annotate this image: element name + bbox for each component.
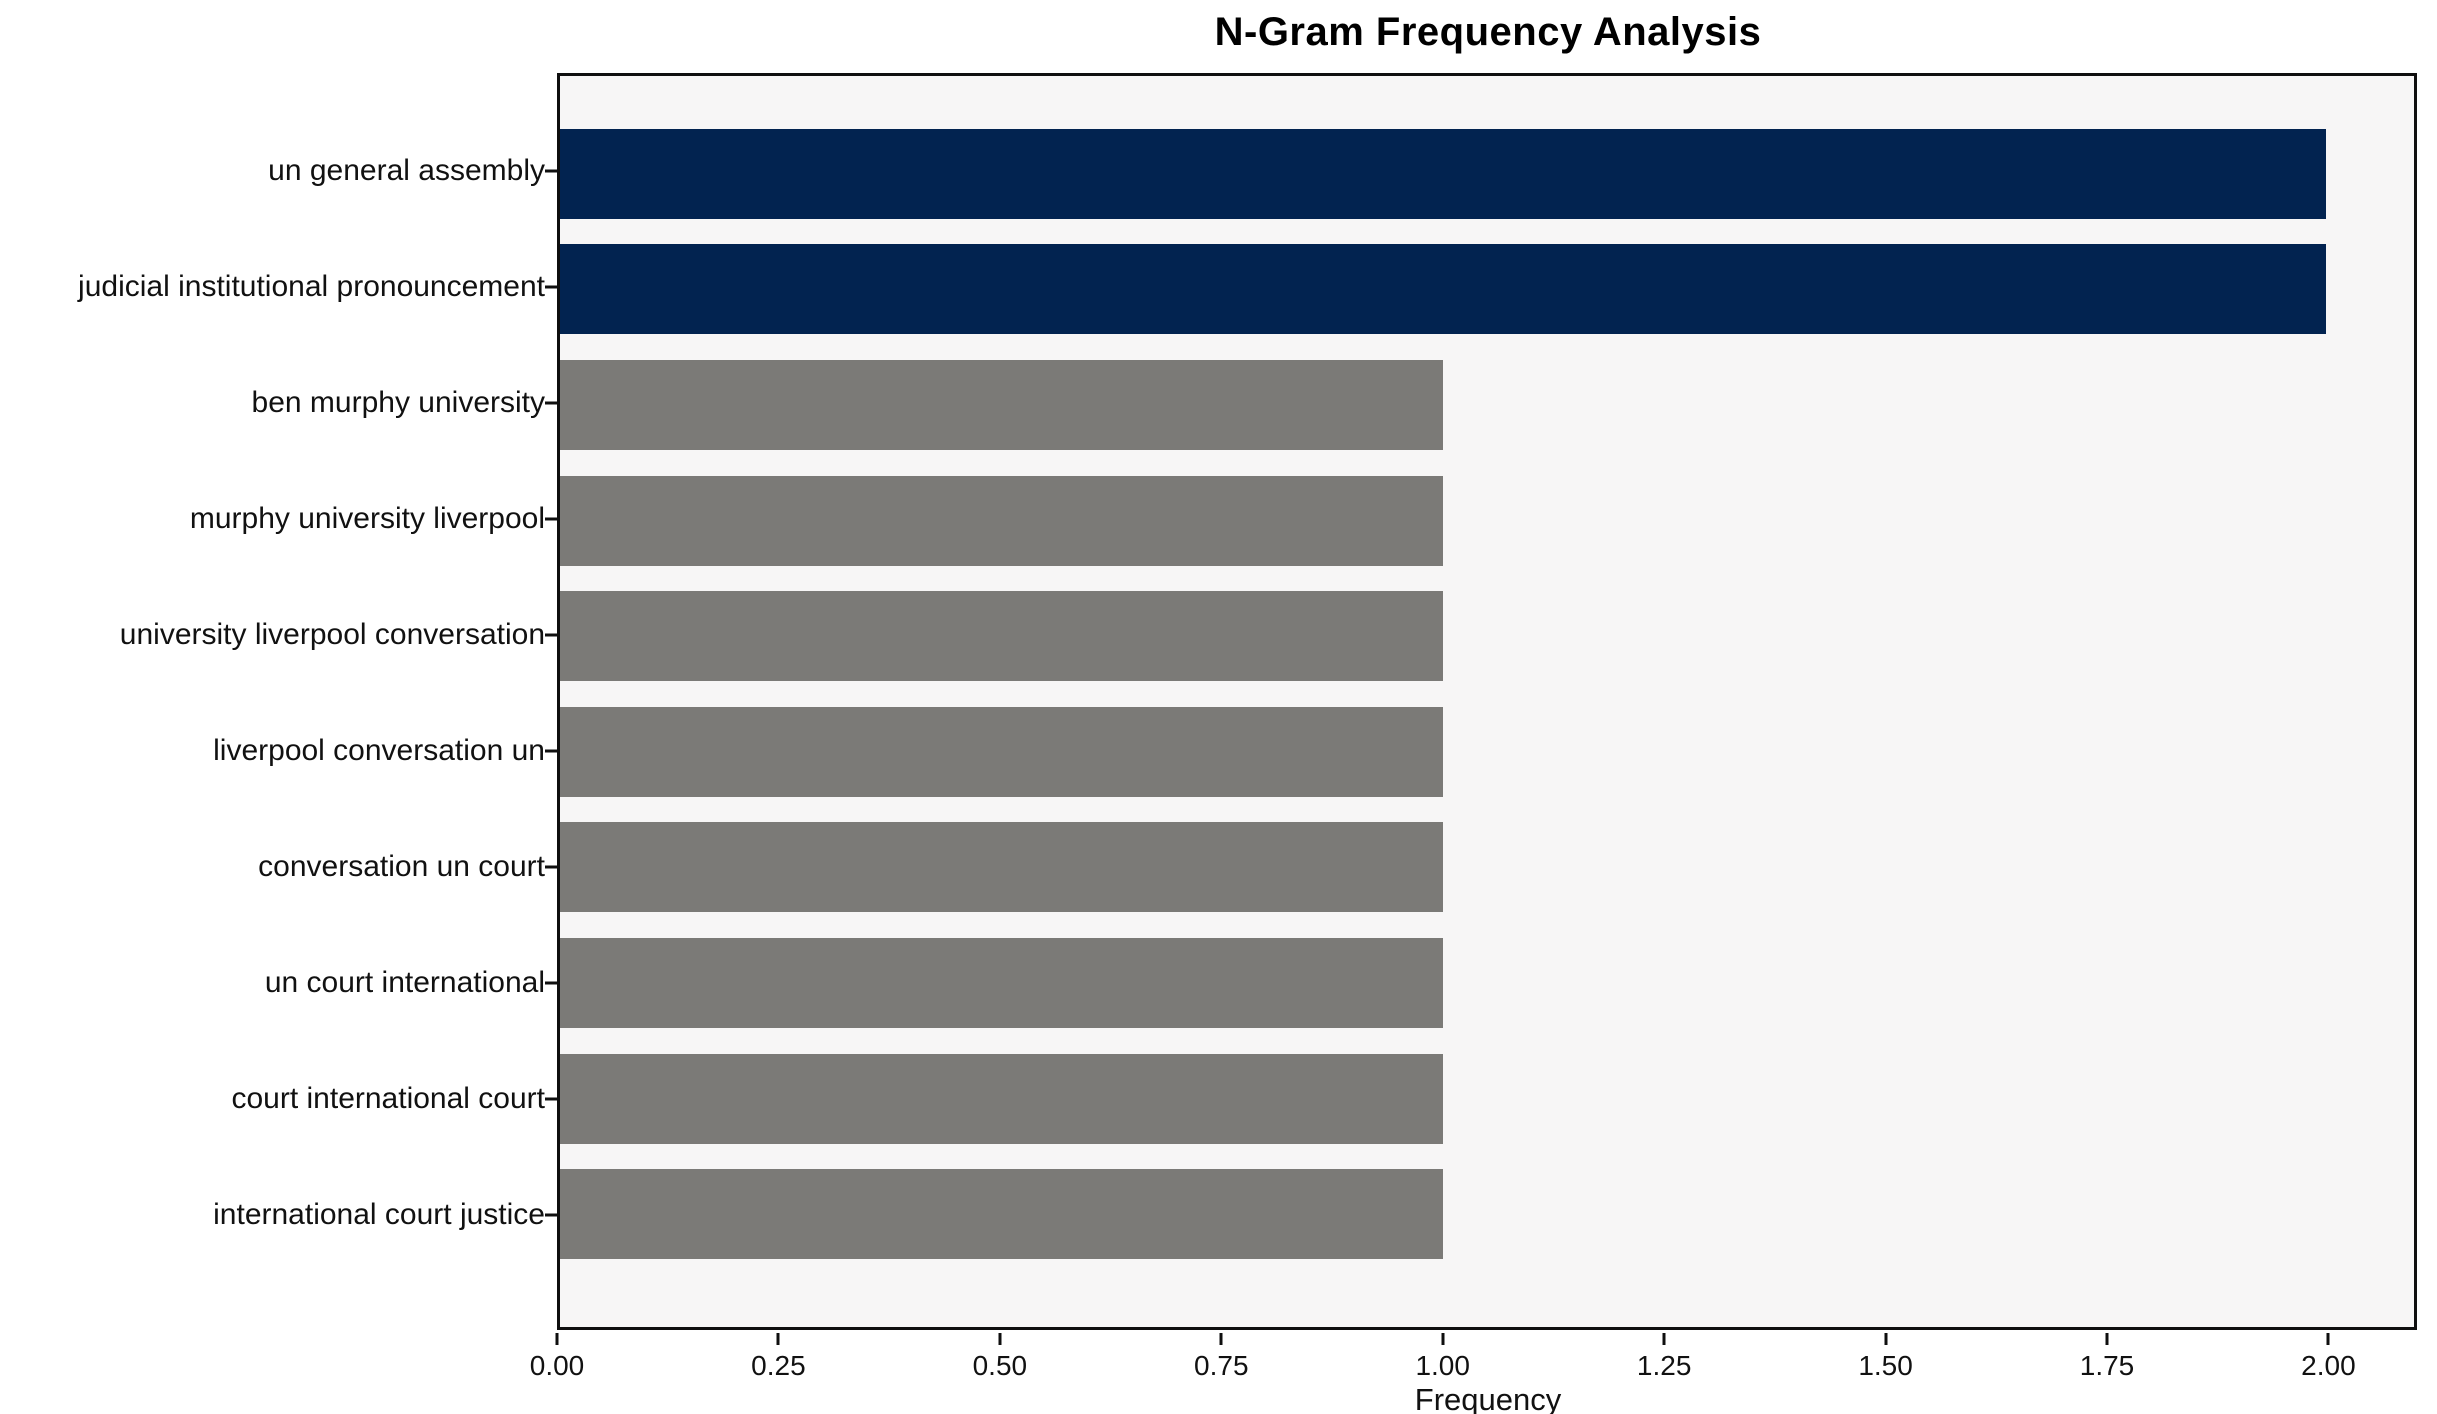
y-tick-mark	[545, 749, 557, 753]
y-tick-label: un general assembly	[268, 154, 545, 187]
bar-row	[560, 1156, 2414, 1272]
y-tick-mark	[545, 1213, 557, 1217]
bar-row	[560, 347, 2414, 463]
bar-row	[560, 810, 2414, 926]
y-tick-label: liverpool conversation un	[213, 734, 545, 767]
x-axis-label: Frequency	[1414, 1382, 1562, 1414]
x-tick-label: 1.50	[1858, 1350, 1913, 1381]
y-tick-mark	[545, 981, 557, 985]
y-tick-label: murphy university liverpool	[189, 502, 545, 535]
x-tick-mark	[1441, 1333, 1445, 1345]
x-tick-label: 1.25	[1636, 1350, 1692, 1381]
y-tick-label: judicial institutional pronouncement	[78, 270, 545, 303]
x-tick-label: 0.25	[751, 1350, 806, 1381]
bar-conversation-un-court	[560, 822, 1443, 913]
bar-court-international-court	[560, 1053, 1443, 1144]
x-tick-mark	[2326, 1333, 2330, 1345]
bar-row	[560, 116, 2414, 232]
x-tick-label: 1.00	[1415, 1350, 1470, 1381]
y-tick-mark	[545, 1097, 557, 1101]
y-tick-mark	[545, 401, 557, 405]
bar-row	[560, 463, 2414, 579]
bar-liverpool-conversation-un	[560, 706, 1443, 797]
y-tick-label: university liverpool conversation	[119, 618, 545, 651]
y-tick-label: conversation un court	[258, 850, 545, 883]
bar-un-general-assembly	[560, 128, 2326, 219]
bar-row	[560, 925, 2414, 1041]
bar-murphy-university-liverpool	[560, 475, 1443, 566]
x-tick-label: 1.75	[2079, 1350, 2135, 1381]
plot-area	[557, 73, 2417, 1330]
bar-international-court-justice	[560, 1169, 1443, 1260]
y-tick-label: un court international	[264, 966, 545, 999]
y-tick-mark	[545, 865, 557, 869]
chart-title: N-Gram Frequency Analysis	[1214, 10, 1762, 54]
x-tick-mark	[1219, 1333, 1223, 1345]
bars-container	[560, 76, 2414, 1327]
x-tick-label: 0.75	[1194, 1350, 1249, 1381]
x-tick-mark	[2105, 1333, 2109, 1345]
bar-un-court-international	[560, 937, 1443, 1028]
x-tick-label: 0.50	[972, 1350, 1028, 1381]
y-tick-mark	[545, 517, 557, 521]
bar-row	[560, 694, 2414, 810]
bar-university-liverpool-conversation	[560, 591, 1443, 682]
x-tick-mark	[1662, 1333, 1666, 1345]
bar-row	[560, 578, 2414, 694]
x-tick-mark	[555, 1333, 559, 1345]
x-tick-label: 0.00	[529, 1350, 585, 1381]
x-tick-mark	[1884, 1333, 1888, 1345]
bar-judicial-institutional-pronouncement	[560, 244, 2326, 335]
x-tick-mark	[776, 1333, 780, 1345]
x-tick-mark	[998, 1333, 1002, 1345]
y-tick-label: court international court	[231, 1082, 545, 1115]
y-tick-mark	[545, 285, 557, 289]
bar-row	[560, 1041, 2414, 1157]
y-tick-mark	[545, 169, 557, 173]
bar-ben-murphy-university	[560, 359, 1443, 450]
bar-row	[560, 232, 2414, 348]
y-tick-label: international court justice	[213, 1198, 545, 1231]
y-tick-label: ben murphy university	[251, 386, 545, 419]
y-tick-mark	[545, 633, 557, 637]
x-tick-label: 2.00	[2301, 1350, 2356, 1381]
